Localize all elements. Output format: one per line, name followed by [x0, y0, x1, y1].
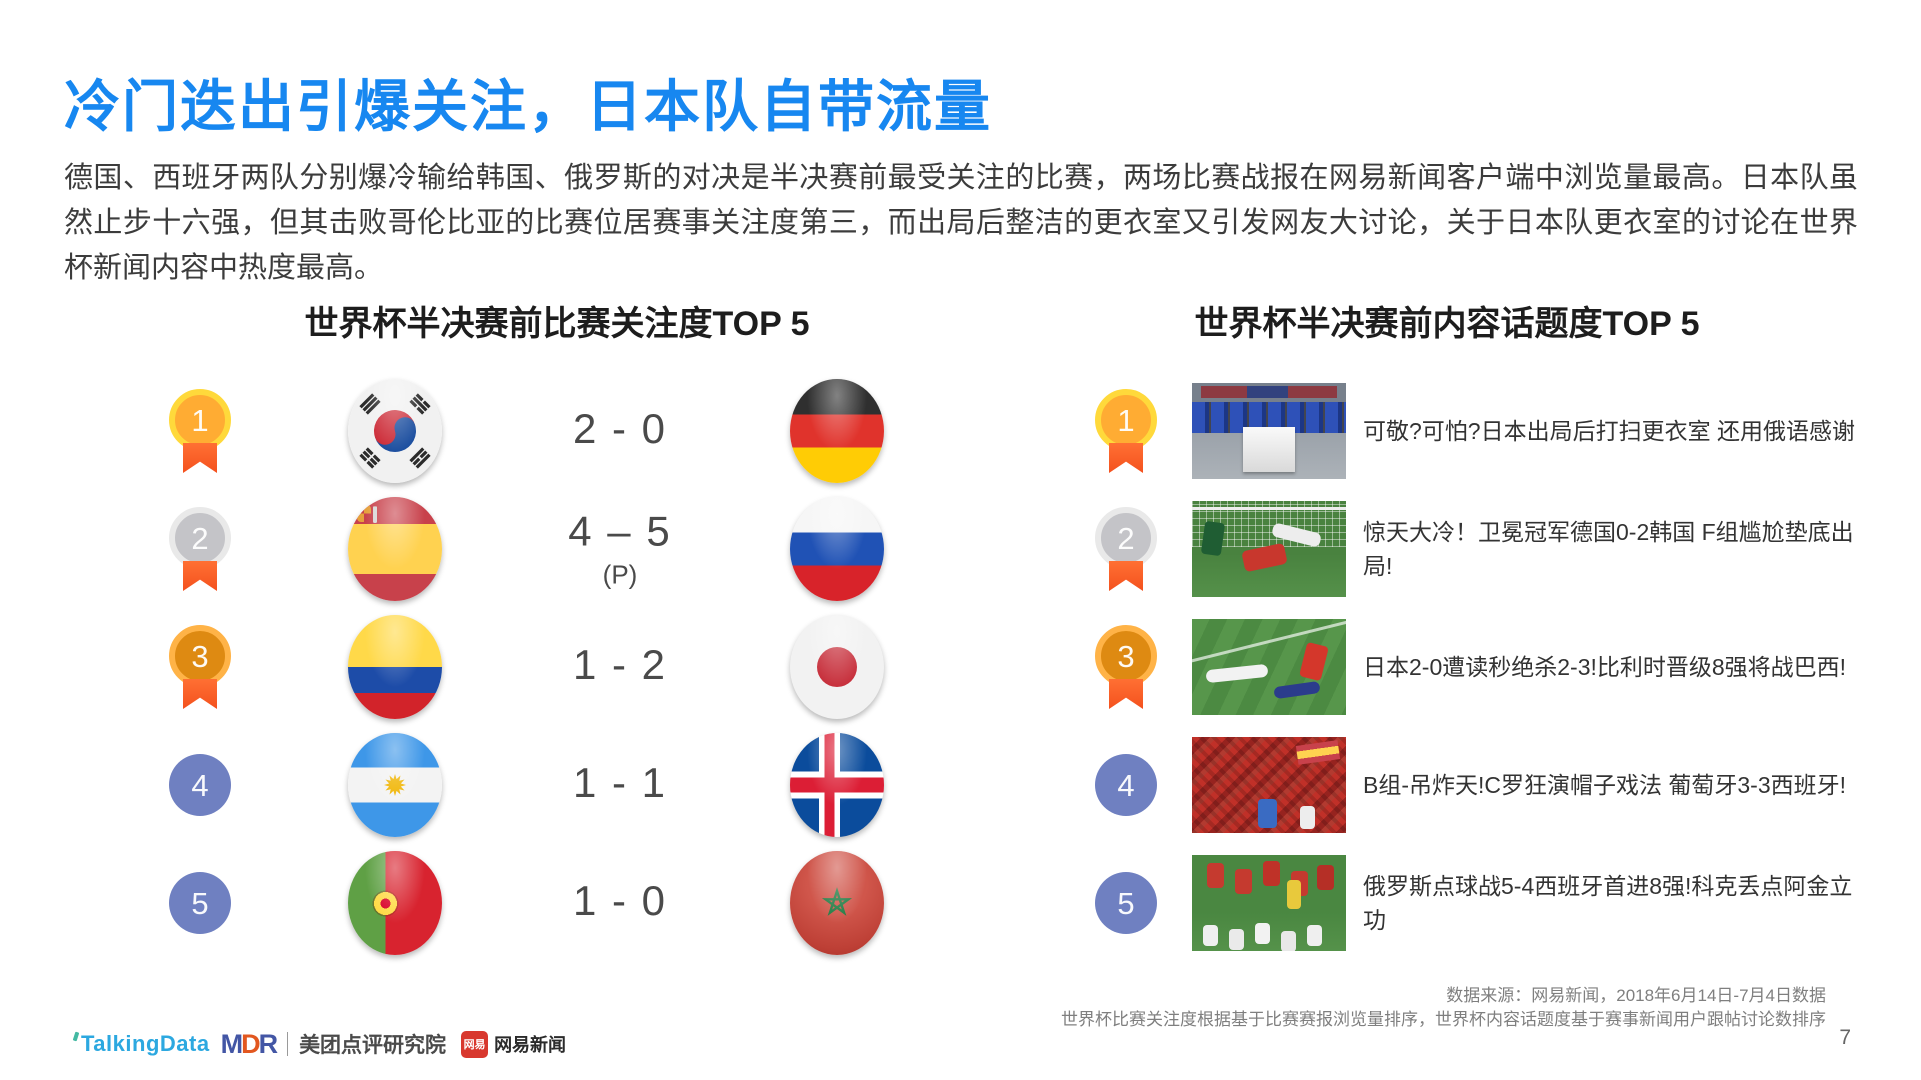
logo-divider	[287, 1032, 289, 1056]
news-headline: B组-吊炸天!C罗狂演帽子戏法 葡萄牙3-3西班牙!	[1363, 772, 1847, 798]
news-image-russia-vs-spain	[1192, 855, 1346, 951]
spain-flag	[348, 497, 442, 601]
rank-number: 2	[1095, 507, 1157, 569]
meituan-dianping-institute-logo: 美团点评研究院	[299, 1034, 447, 1057]
netease-icon: 网易	[461, 1030, 489, 1058]
spain-crest-icon	[350, 499, 378, 523]
talkingdata-tick-icon	[72, 1031, 80, 1042]
mdr-logo: M D R	[220, 1028, 278, 1059]
south-korea-flag-icon	[348, 379, 442, 483]
germany-flag	[790, 379, 884, 483]
rank-3-medal-icon: 3	[168, 625, 232, 709]
news-image-portugal-vs-spain-fans	[1192, 737, 1346, 833]
rank-4-badge: 4	[1094, 754, 1158, 816]
medal-ribbon-icon	[183, 561, 217, 591]
page-number: 7	[1839, 1026, 1851, 1049]
talkingdata-logo: TalkingData	[72, 1031, 210, 1057]
match-ranking-title: 世界杯半决赛前比赛关注度TOP 5	[304, 305, 810, 343]
russia-flag	[790, 497, 884, 601]
rank-2-medal-icon: 2	[1094, 507, 1158, 591]
rank-1-medal-icon: 1	[168, 389, 232, 473]
news-row-2: 2 惊天大冷！卫冕冠军德国0-2韩国 F组尴尬垫底出局!	[1058, 490, 1870, 608]
rank-5-badge: 5	[168, 872, 232, 934]
news-headline: 俄罗斯点球战5-4西班牙首进8强!科克丢点阿金立功	[1363, 873, 1853, 933]
news-row-3: 3 日本2-0遭读秒绝杀2-3!比利时晋级8强将战巴西!	[1058, 608, 1870, 726]
medal-ribbon-icon	[1109, 443, 1143, 473]
news-image-japan-locker-room	[1192, 383, 1346, 479]
japan-flag	[790, 615, 884, 719]
morocco-star-icon	[821, 887, 853, 916]
intro-paragraph: 德国、西班牙两队分别爆冷输给韩国、俄罗斯的对决是半决赛前最受关注的比赛，两场比赛…	[64, 162, 1858, 284]
topic-ranking-title: 世界杯半决赛前内容话题度TOP 5	[1194, 305, 1700, 343]
source-line-2: 世界杯比赛关注度根据基于比赛赛报浏览量排序，世界杯内容话题度基于赛事新闻用户跟帖…	[1061, 1010, 1826, 1029]
netease-news-logo: 网易 网易新闻	[461, 1030, 566, 1058]
rank-4-badge: 4	[168, 754, 232, 816]
match-row-5: 5 1 - 0	[120, 844, 940, 962]
morocco-flag	[790, 851, 884, 955]
rank-1-medal-icon: 1	[1094, 389, 1158, 473]
news-row-4: 4 B组-吊炸天!C罗狂演帽子戏法 葡萄牙3-3西班牙!	[1058, 726, 1870, 844]
match-row-1: 1	[120, 372, 940, 490]
iceland-flag	[790, 733, 884, 837]
penalty-note: (P)	[602, 559, 638, 590]
match-score: 1 - 0	[572, 877, 668, 924]
footer-logos: TalkingData M D R 美团点评研究院 网易 网易新闻	[72, 1028, 566, 1060]
page-title: 冷门迭出引爆关注，日本队自带流量	[64, 75, 992, 138]
medal-ribbon-icon	[183, 443, 217, 473]
rank-number: 2	[169, 507, 231, 569]
rank-2-medal-icon: 2	[168, 507, 232, 591]
news-headline: 日本2-0遭读秒绝杀2-3!比利时晋级8强将战巴西!	[1363, 654, 1847, 680]
rank-number: 5	[169, 872, 231, 934]
medal-ribbon-icon	[1109, 679, 1143, 709]
news-image-japan-vs-belgium	[1192, 619, 1346, 715]
source-line-1: 数据来源：网易新闻，2018年6月14日-7月4日数据	[1446, 986, 1826, 1005]
data-source-note: 数据来源：网易新闻，2018年6月14日-7月4日数据 世界杯比赛关注度根据基于…	[1061, 984, 1826, 1032]
rank-number: 4	[169, 754, 231, 816]
match-score: 2 - 0	[572, 405, 668, 452]
news-headline: 惊天大冷！卫冕冠军德国0-2韩国 F组尴尬垫底出局!	[1363, 519, 1854, 579]
rank-3-medal-icon: 3	[1094, 625, 1158, 709]
news-image-germany-vs-korea	[1192, 501, 1346, 597]
medal-ribbon-icon	[183, 679, 217, 709]
south-korea-flag	[348, 379, 442, 483]
match-score: 1 - 1	[572, 759, 668, 806]
argentina-sun-icon	[384, 774, 406, 796]
news-row-1: 1 可敬?可怕?日本出局后打扫更衣室 还用俄语感谢	[1058, 372, 1870, 490]
match-row-3: 3 1 - 2	[120, 608, 940, 726]
rank-number: 5	[1095, 872, 1157, 934]
japan-sun-icon	[817, 647, 857, 687]
portugal-flag	[348, 851, 442, 955]
match-score: 4 – 5 (P)	[520, 508, 720, 591]
news-headline: 可敬?可怕?日本出局后打扫更衣室 还用俄语感谢	[1363, 418, 1855, 444]
match-row-2: 2 4 – 5 (P)	[120, 490, 940, 608]
portugal-emblem-icon	[372, 890, 399, 917]
argentina-flag	[348, 733, 442, 837]
rank-number: 3	[1095, 625, 1157, 687]
rank-number: 1	[1095, 389, 1157, 451]
medal-ribbon-icon	[1109, 561, 1143, 591]
rank-number: 4	[1095, 754, 1157, 816]
match-row-4: 4 1 - 1	[120, 726, 940, 844]
rank-number: 3	[169, 625, 231, 687]
match-score: 1 - 2	[572, 641, 668, 688]
rank-number: 1	[169, 389, 231, 451]
colombia-flag	[348, 615, 442, 719]
rank-5-badge: 5	[1094, 872, 1158, 934]
news-row-5: 5 俄罗斯点球战5-4西班牙首进8强!科克丢点阿金立功	[1058, 844, 1870, 962]
